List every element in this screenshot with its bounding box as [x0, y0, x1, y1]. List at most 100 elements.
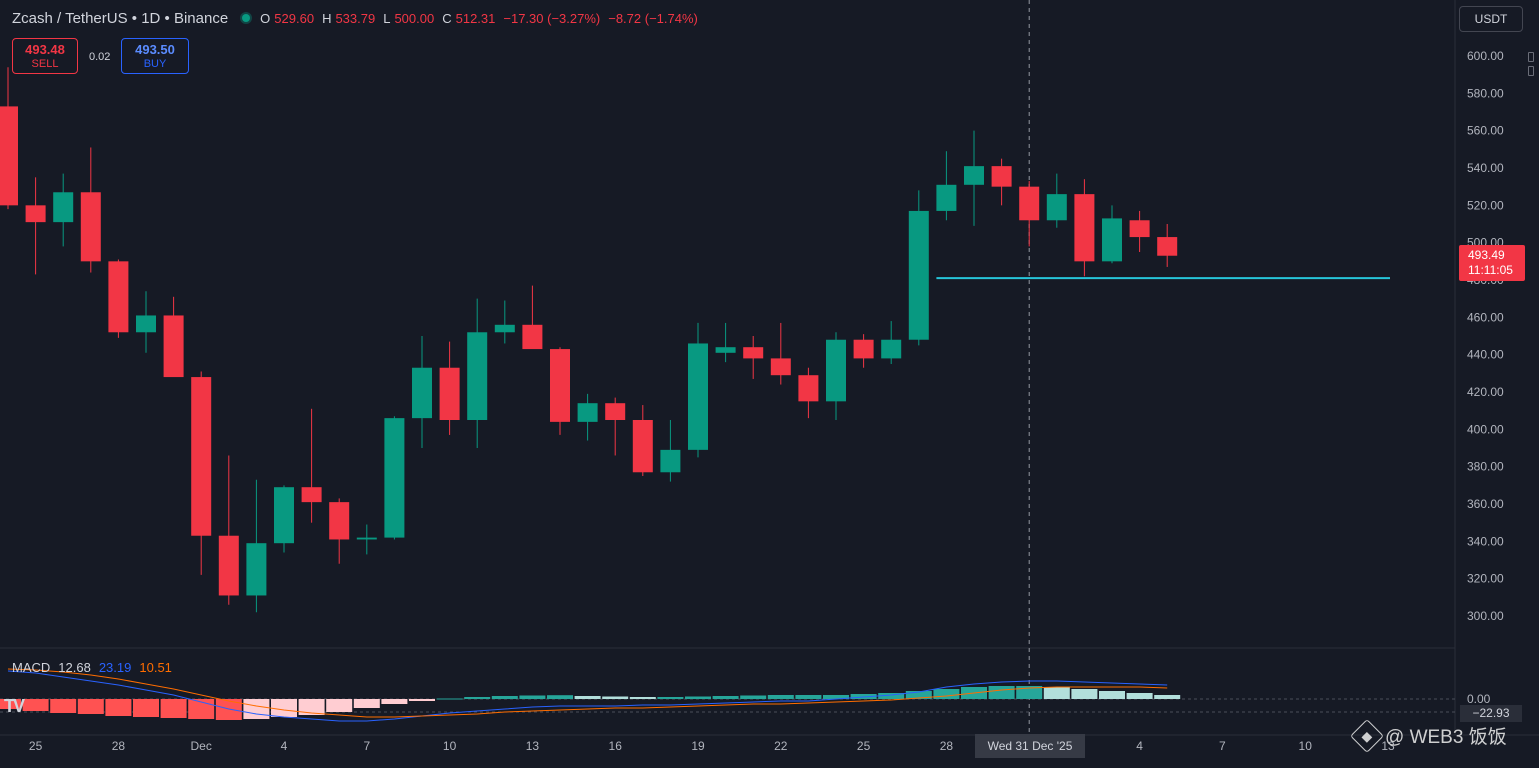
macd-histogram-bar — [298, 699, 325, 715]
macd-histogram-bar — [409, 699, 435, 701]
macd-histogram-bar — [767, 695, 794, 699]
low-value: 500.00 — [394, 10, 435, 26]
candle-body — [1102, 218, 1122, 262]
candle-body — [218, 535, 239, 596]
macd-histogram-bar — [1071, 689, 1098, 699]
bar-countdown: 11:11:05 — [1468, 263, 1513, 277]
candle-body — [853, 339, 874, 359]
tradingview-logo-icon[interactable]: TV — [4, 696, 25, 716]
time-tick-label: 28 — [112, 739, 126, 753]
macd-histogram-bar — [1016, 686, 1043, 699]
time-tick-label: 10 — [1299, 739, 1313, 753]
candle-body — [715, 347, 736, 353]
sell-button[interactable]: 493.48 SELL — [12, 38, 78, 74]
candle-body — [0, 106, 18, 206]
candle-body — [1129, 220, 1150, 238]
macd-histogram-bar — [602, 696, 629, 699]
watermark-text: @ WEB3 饭饭 — [1385, 727, 1507, 748]
macd-histogram-bar — [77, 699, 104, 714]
candle-body — [632, 420, 653, 473]
buy-button[interactable]: 493.50 BUY — [121, 38, 189, 74]
macd-zero-label: 0.00 — [1467, 692, 1491, 706]
macd-histogram-bar — [740, 695, 767, 699]
sell-price: 493.48 — [25, 42, 65, 57]
currency-selector[interactable]: USDT — [1459, 6, 1523, 32]
candle-body — [384, 418, 405, 538]
candle-body — [770, 358, 791, 376]
buy-price: 493.50 — [135, 42, 175, 57]
macd-histogram-bar — [50, 699, 77, 713]
candle-body — [356, 537, 377, 540]
macd-histogram-bar — [823, 695, 849, 699]
open-value: 529.60 — [274, 10, 315, 26]
macd-hist-value: 12.68 — [58, 660, 91, 675]
candle-body — [522, 324, 543, 350]
time-tick-label: 25 — [29, 739, 43, 753]
price-tick-label: 320.00 — [1467, 572, 1504, 586]
price-tick-label: 580.00 — [1467, 86, 1504, 100]
macd-histogram-bar — [795, 695, 822, 699]
time-tick-label: 16 — [609, 739, 623, 753]
price-tick-label: 340.00 — [1467, 534, 1504, 548]
candle-body — [550, 349, 570, 422]
time-tick-label: 22 — [774, 739, 788, 753]
buy-label: BUY — [143, 58, 167, 70]
macd-histogram-bar — [712, 696, 739, 699]
last-price-label: 493.49 11:11:05 — [1459, 245, 1525, 281]
macd-histogram-bar — [133, 699, 159, 717]
macd-histogram-bar — [519, 695, 546, 699]
time-tick-label: 25 — [857, 739, 871, 753]
time-tick-label: 13 — [1381, 739, 1395, 753]
candle-body — [908, 210, 929, 340]
candle-body — [743, 347, 764, 359]
price-tick-label: 380.00 — [1467, 460, 1504, 474]
market-status-icon — [242, 14, 251, 22]
macd-line-value: 23.19 — [98, 660, 132, 675]
high-key: H — [322, 10, 332, 26]
price-tick-label: 600.00 — [1467, 49, 1504, 63]
sell-label: SELL — [31, 58, 59, 70]
macd-histogram-bar — [353, 699, 380, 708]
candle-body — [1074, 194, 1095, 262]
candle-body — [964, 166, 984, 185]
change2-value: −8.72 (−1.74%) — [608, 10, 698, 26]
low-key: L — [383, 10, 391, 26]
price-tick-label: 520.00 — [1467, 198, 1504, 212]
macd-line — [7, 670, 1168, 722]
symbol-title[interactable]: Zcash / TetherUS • 1D • Binance — [12, 9, 229, 27]
time-tick-label: 4 — [1136, 739, 1143, 753]
close-value: 512.31 — [455, 10, 496, 26]
candle-body — [439, 367, 460, 420]
price-tick-label: 540.00 — [1467, 161, 1504, 175]
change-value: −17.30 (−3.27%) — [503, 10, 601, 26]
last-price: 493.49 — [1468, 248, 1505, 262]
candle-body — [881, 339, 902, 359]
time-tick-label: 28 — [940, 739, 954, 753]
candle-body — [108, 261, 129, 333]
candle-body — [191, 377, 212, 536]
price-tick-label: 460.00 — [1467, 310, 1504, 324]
candle-body — [494, 324, 515, 333]
close-key: C — [442, 10, 452, 26]
candle-body — [246, 543, 267, 596]
candle-body — [1157, 237, 1178, 256]
macd-histogram-bar — [326, 699, 353, 712]
candle-body — [991, 166, 1012, 187]
scale-settings-icon[interactable] — [1528, 52, 1534, 80]
price-tick-label: 420.00 — [1467, 385, 1504, 399]
macd-histogram-bar — [878, 693, 905, 699]
macd-signal-line — [7, 668, 1168, 718]
macd-name[interactable]: MACD — [12, 660, 51, 675]
high-value: 533.79 — [335, 10, 376, 26]
macd-histogram-bar — [657, 697, 684, 699]
candle-body — [412, 367, 432, 419]
watermark: ◆ @ WEB3 饭饭 — [1350, 718, 1507, 753]
price-tick-label: 440.00 — [1467, 348, 1504, 362]
time-tick-label: 10 — [443, 739, 457, 753]
macd-histogram-bar — [491, 696, 518, 699]
candle-body — [53, 192, 74, 223]
candle-body — [301, 487, 322, 503]
macd-histogram-bar — [685, 696, 711, 699]
